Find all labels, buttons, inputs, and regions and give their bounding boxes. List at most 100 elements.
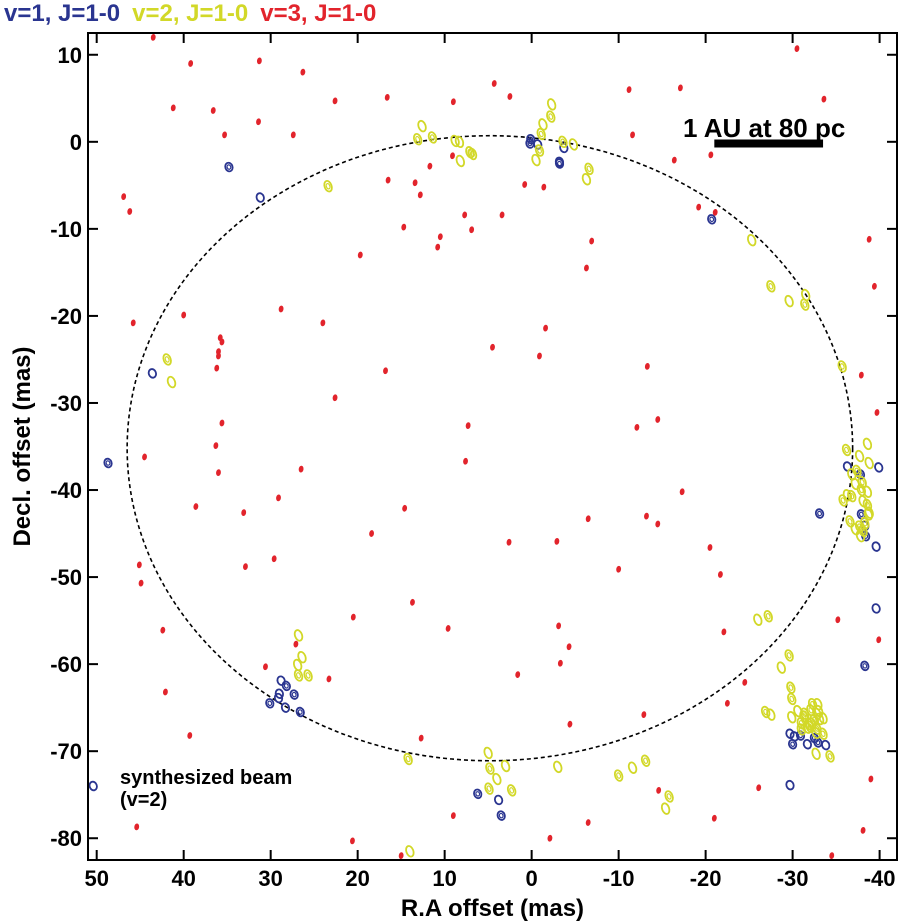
data-point <box>793 704 803 718</box>
data-point <box>776 661 786 674</box>
data-point <box>506 784 517 797</box>
data-point-inner <box>291 691 297 698</box>
data-point <box>554 156 565 168</box>
series-2 <box>162 98 874 858</box>
data-point <box>634 423 640 431</box>
data-point <box>417 119 427 133</box>
beam-note-line1: synthesized beam <box>120 767 292 789</box>
data-point-inner <box>847 518 853 525</box>
data-point <box>170 104 176 112</box>
y-tick-label: 10 <box>58 43 82 68</box>
data-point <box>862 437 873 451</box>
legend-entry-2: v=2, J=1-0 <box>132 0 249 27</box>
data-point-inner <box>267 700 273 707</box>
data-point <box>323 180 333 193</box>
data-point-inner <box>405 755 411 763</box>
data-point <box>717 571 723 578</box>
data-point <box>418 734 424 742</box>
data-point <box>802 739 813 750</box>
data-point-inner <box>469 150 475 158</box>
data-point <box>522 181 528 188</box>
data-point <box>413 132 423 146</box>
data-point-inner <box>548 113 554 120</box>
data-point <box>531 153 541 167</box>
data-point <box>293 640 299 648</box>
data-point <box>711 814 717 822</box>
data-point <box>707 214 717 225</box>
data-point <box>858 371 864 379</box>
data-point <box>357 251 363 259</box>
data-point <box>350 613 356 621</box>
data-point <box>568 138 579 151</box>
data-point-inner <box>283 683 289 689</box>
data-point <box>627 761 638 774</box>
plot-frame <box>87 32 898 861</box>
data-point <box>214 364 220 372</box>
data-point <box>809 713 820 727</box>
y-tick-label: -50 <box>50 565 82 590</box>
data-point <box>536 127 546 141</box>
data-point-inner <box>810 700 816 708</box>
data-point-inner <box>536 147 542 154</box>
data-point <box>332 97 338 105</box>
data-point <box>841 443 852 457</box>
data-point-inner <box>666 793 672 800</box>
data-point <box>852 464 862 478</box>
data-point <box>256 57 262 65</box>
data-point-inner <box>844 446 850 454</box>
data-point <box>398 852 404 860</box>
data-point-inner <box>616 772 622 779</box>
data-point <box>871 541 881 552</box>
data-point <box>160 626 166 634</box>
data-point-inner <box>817 510 823 517</box>
data-point <box>800 298 810 311</box>
data-point <box>655 520 661 528</box>
data-point <box>794 45 800 53</box>
data-point <box>280 702 291 713</box>
y-tick-label: -20 <box>50 304 82 329</box>
data-point <box>708 151 714 159</box>
data-point <box>814 712 825 726</box>
data-point <box>121 193 127 201</box>
data-point <box>538 118 548 131</box>
data-point <box>142 453 147 461</box>
data-point <box>193 503 199 510</box>
y-tick-label: -70 <box>50 739 82 764</box>
data-point-inner <box>859 478 865 486</box>
legend-entry-1: v=1, J=1-0 <box>4 0 121 27</box>
data-point <box>469 226 475 234</box>
data-point <box>788 739 798 750</box>
data-point <box>566 643 572 651</box>
data-point <box>490 343 495 351</box>
data-point-inner <box>105 460 111 466</box>
data-point-inner <box>296 672 302 679</box>
data-point <box>584 162 594 176</box>
data-point <box>281 680 291 692</box>
data-point <box>103 457 113 469</box>
data-point <box>707 544 713 551</box>
data-point <box>860 827 866 834</box>
data-point <box>861 530 871 542</box>
data-point-inner <box>586 165 592 173</box>
data-point <box>213 442 219 450</box>
data-point <box>350 837 355 845</box>
legend-entry-3: v=3, J=1-0 <box>260 0 377 27</box>
x-tick-label: -30 <box>777 866 809 891</box>
data-point <box>515 671 521 678</box>
data-point <box>290 131 296 139</box>
data-point <box>483 746 493 760</box>
data-point <box>297 650 307 664</box>
data-point <box>484 782 494 795</box>
data-point <box>241 509 247 517</box>
data-point <box>850 477 860 491</box>
data-point <box>326 675 332 683</box>
data-point-inner <box>297 709 303 715</box>
data-point <box>871 603 881 614</box>
data-point <box>753 613 763 626</box>
data-point <box>265 698 275 709</box>
data-point <box>644 512 649 520</box>
data-point <box>166 375 177 389</box>
data-point <box>640 754 651 767</box>
data-point <box>216 352 221 360</box>
data-point <box>295 706 305 718</box>
